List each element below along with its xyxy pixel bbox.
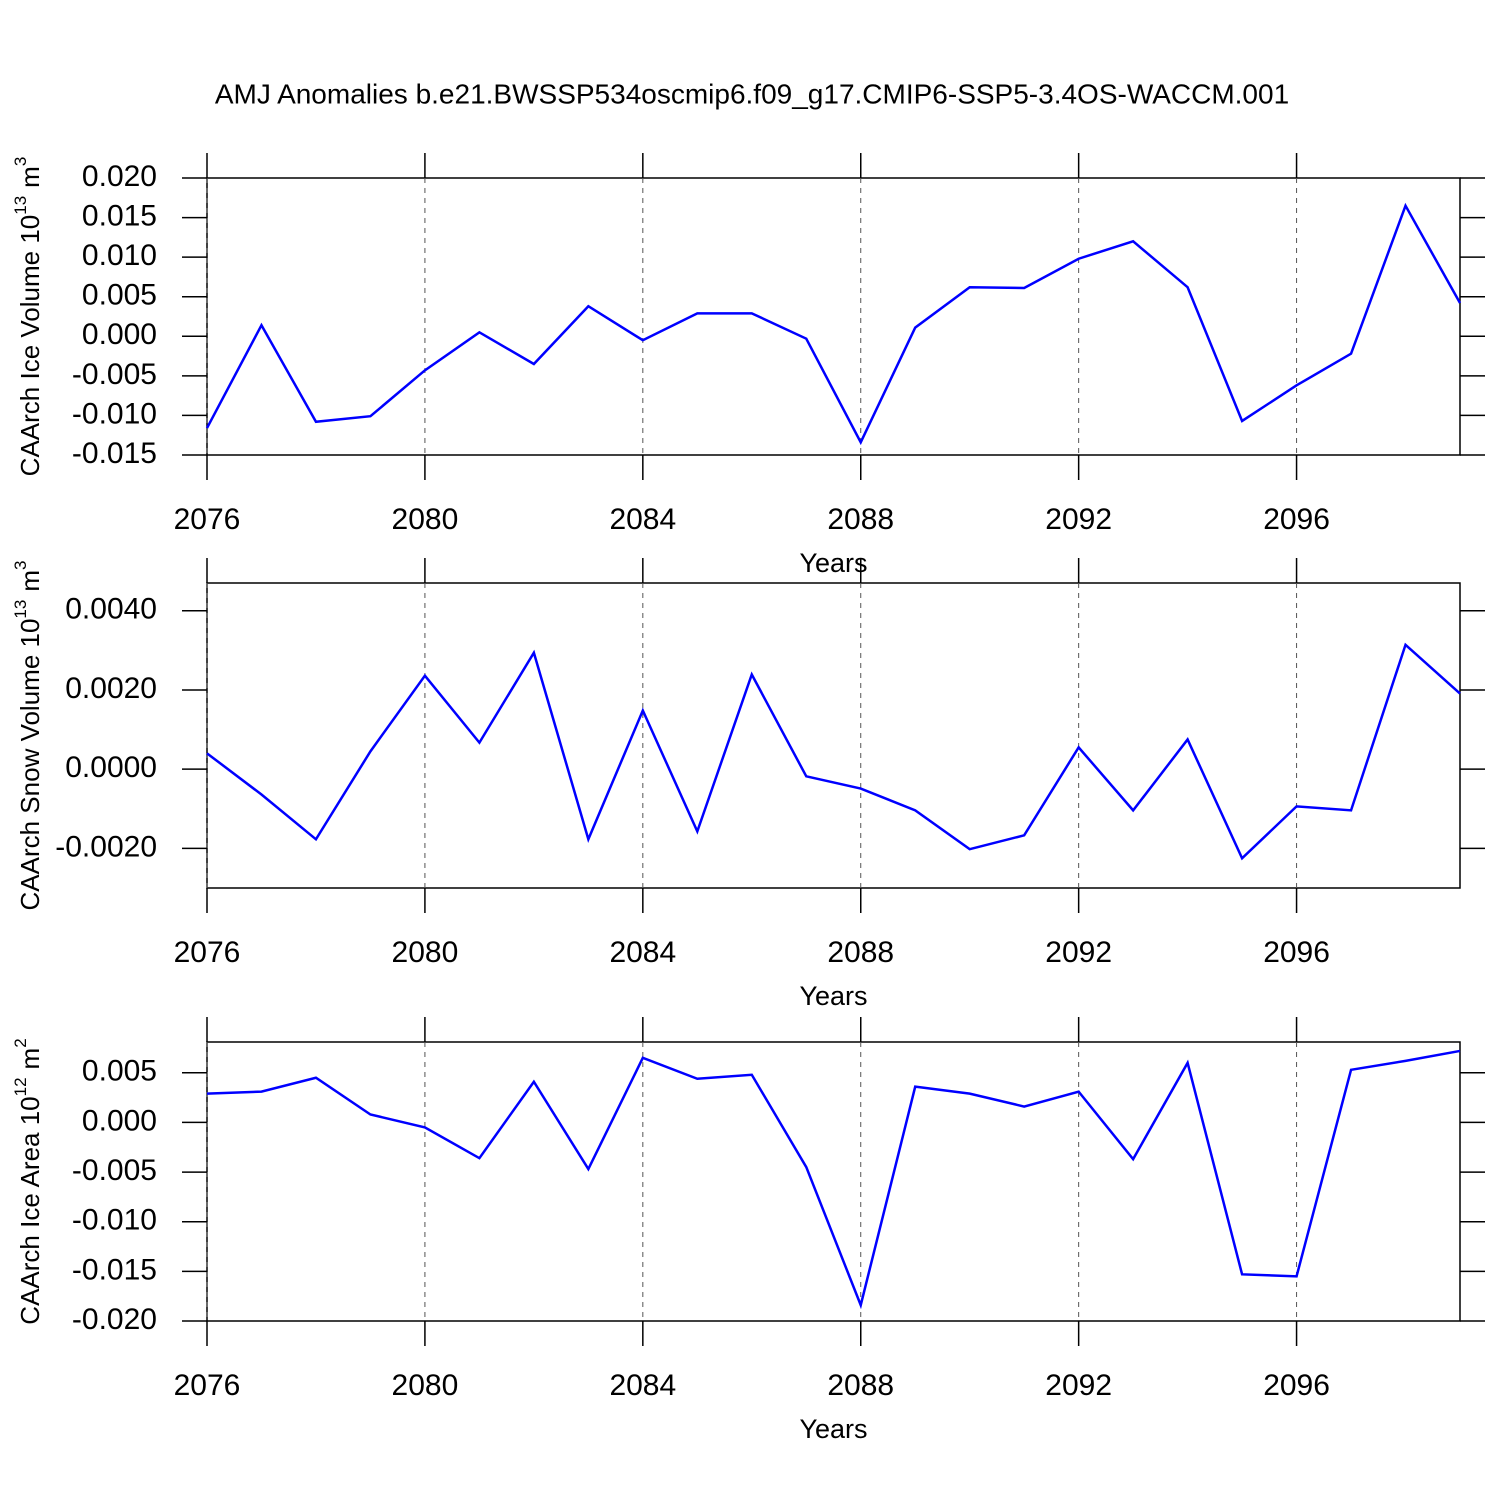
data-line bbox=[206, 1049, 1461, 1310]
y-tick-label: 0.000 bbox=[82, 1104, 157, 1137]
y-label-text: CAArch Ice Area 10 bbox=[15, 1096, 45, 1324]
x-axis-label: Years bbox=[799, 548, 867, 578]
x-tick-label: 2076 bbox=[174, 1369, 241, 1402]
y-label-unit-power: 3 bbox=[11, 561, 30, 570]
x-axis-label: Years bbox=[799, 1414, 867, 1444]
y-tick-label: -0.015 bbox=[72, 437, 157, 470]
y-tick-label: -0.005 bbox=[72, 1154, 157, 1187]
x-tick-label: 2084 bbox=[609, 936, 676, 969]
y-tick-label: 0.0000 bbox=[65, 751, 157, 784]
y-tick-label: -0.010 bbox=[72, 397, 157, 430]
plot-frame bbox=[206, 582, 1461, 889]
y-tick-label: 0.0040 bbox=[65, 593, 157, 626]
x-tick-label: 2096 bbox=[1263, 936, 1330, 969]
y-tick-label: 0.005 bbox=[82, 279, 157, 312]
plot-frame bbox=[206, 1041, 1461, 1322]
x-tick-label: 2088 bbox=[827, 936, 894, 969]
x-tick-label: 2088 bbox=[827, 1369, 894, 1402]
x-axis-label: Years bbox=[799, 981, 867, 1011]
data-line bbox=[205, 202, 1462, 446]
y-label-text: CAArch Snow Volume 10 bbox=[15, 619, 45, 911]
y-label-power: 13 bbox=[11, 196, 30, 215]
y-axis-label: CAArch Ice Area 1012 m2 bbox=[11, 1038, 44, 1324]
y-label-power: 13 bbox=[11, 600, 30, 619]
x-tick-label: 2092 bbox=[1045, 503, 1112, 536]
y-label-unit: m bbox=[15, 166, 45, 188]
x-tick-label: 2084 bbox=[609, 1369, 676, 1402]
x-tick-label: 2092 bbox=[1045, 936, 1112, 969]
y-tick-label: -0.020 bbox=[72, 1303, 157, 1336]
y-tick-label: 0.010 bbox=[82, 239, 157, 272]
x-tick-label: 2084 bbox=[609, 503, 676, 536]
y-axis-label: CAArch Ice Volume 1013 m3 bbox=[11, 157, 44, 477]
y-tick-label: -0.005 bbox=[72, 358, 157, 391]
x-tick-label: 2076 bbox=[174, 936, 241, 969]
x-tick-label: 2096 bbox=[1263, 503, 1330, 536]
figure-title: AMJ Anomalies b.e21.BWSSP534oscmip6.f09_… bbox=[215, 78, 1289, 109]
y-label-unit-power: 2 bbox=[11, 1038, 30, 1047]
y-axis-label: CAArch Snow Volume 1013 m3 bbox=[11, 561, 44, 911]
x-tick-label: 2092 bbox=[1045, 1369, 1112, 1402]
y-label-text: CAArch Ice Volume 10 bbox=[15, 215, 45, 477]
y-tick-label: -0.015 bbox=[72, 1253, 157, 1286]
x-tick-label: 2076 bbox=[174, 503, 241, 536]
x-tick-label: 2080 bbox=[392, 503, 459, 536]
y-tick-label: 0.0020 bbox=[65, 672, 157, 705]
y-label-power: 12 bbox=[11, 1077, 30, 1096]
y-label-unit: m bbox=[15, 570, 45, 592]
y-tick-label: 0.005 bbox=[82, 1055, 157, 1088]
data-line bbox=[206, 642, 1461, 861]
y-tick-label: 0.020 bbox=[82, 160, 157, 193]
x-tick-label: 2080 bbox=[392, 1369, 459, 1402]
y-tick-label: -0.010 bbox=[72, 1204, 157, 1237]
x-tick-label: 2088 bbox=[827, 503, 894, 536]
y-tick-label: -0.0020 bbox=[55, 830, 157, 863]
y-label-unit-power: 3 bbox=[11, 157, 30, 166]
plot-frame bbox=[206, 177, 1461, 456]
y-tick-label: 0.015 bbox=[82, 199, 157, 232]
x-tick-label: 2080 bbox=[392, 936, 459, 969]
x-tick-label: 2096 bbox=[1263, 1369, 1330, 1402]
y-tick-label: 0.000 bbox=[82, 318, 157, 351]
y-label-unit: m bbox=[15, 1048, 45, 1070]
